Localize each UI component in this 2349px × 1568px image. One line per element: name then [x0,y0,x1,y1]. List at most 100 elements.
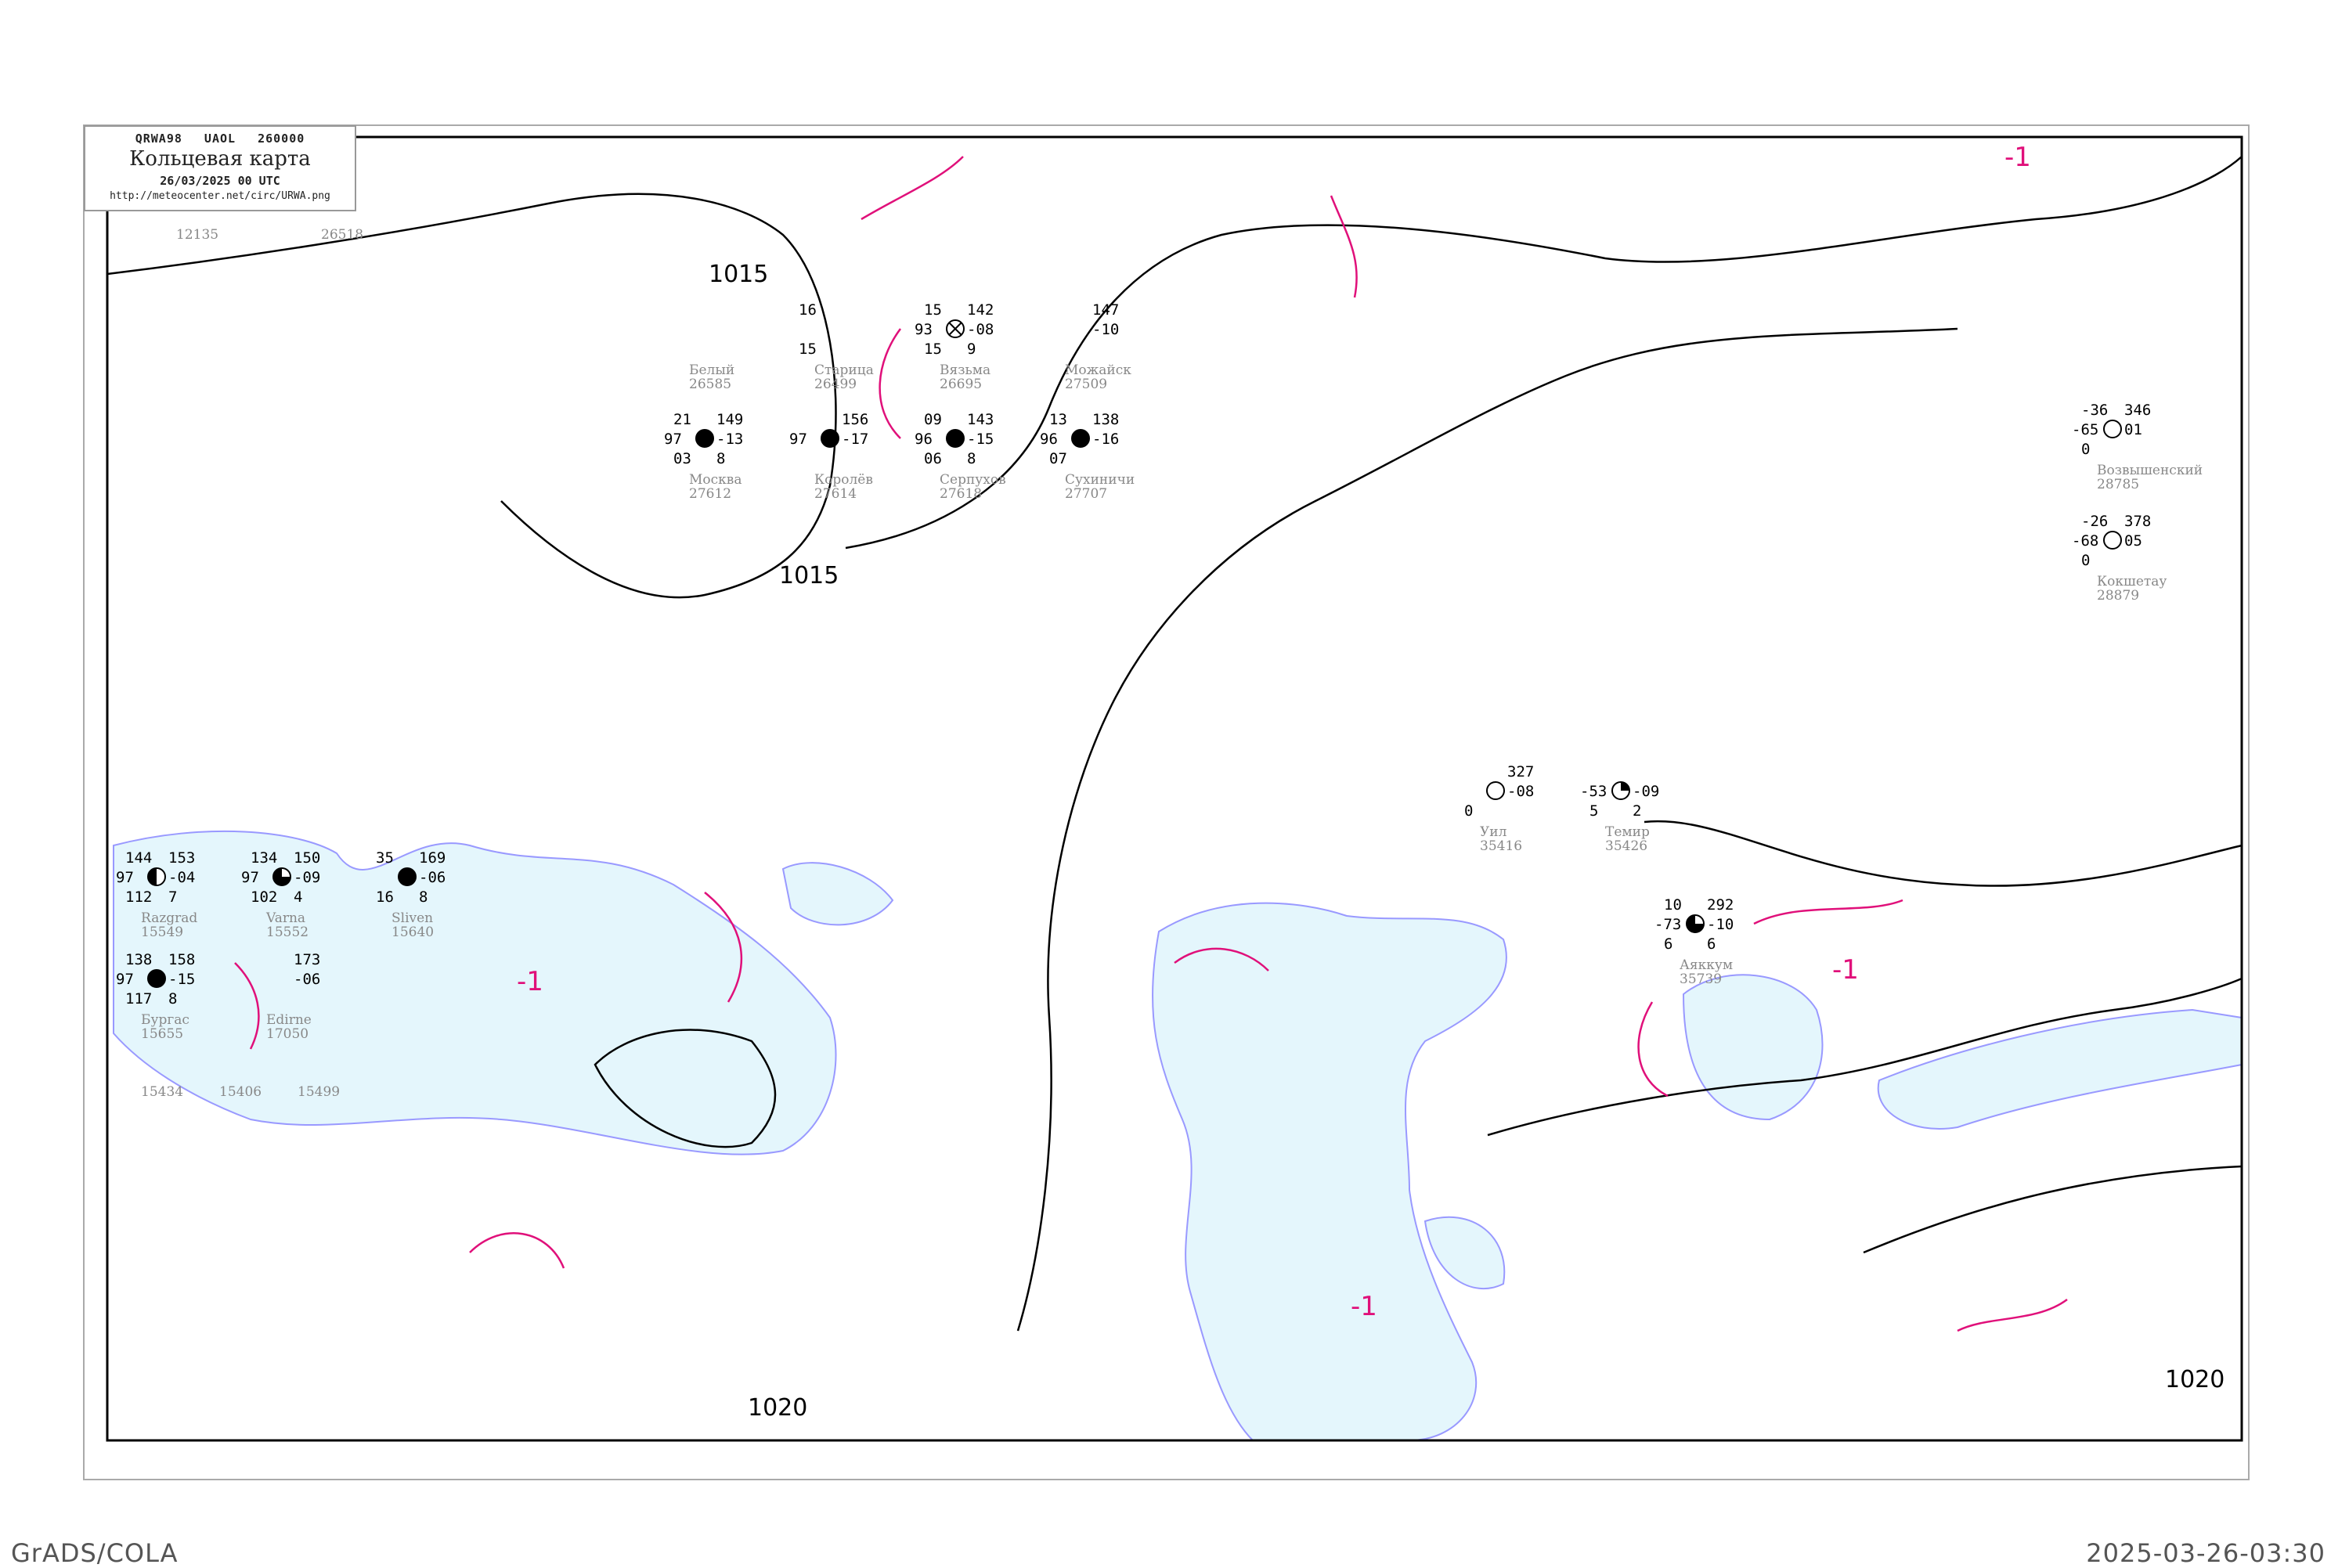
isallobar-line [469,1232,565,1269]
cloud-cover-icon [2103,531,2122,550]
station-pressure-tendency: -08 [1507,783,1534,800]
isallobar-line [1330,195,1358,298]
footer-grads: GrADS/COLA [11,1538,179,1568]
station-id: 27614 [814,486,857,502]
station-id: 26585 [689,377,731,392]
black-sea [113,830,837,1155]
three-quarter-cover-icon [273,868,290,885]
station-temperature: 134 [251,849,277,867]
half-cover-icon [148,868,157,885]
station-cloud-height: 8 [716,450,725,467]
station-name: Edirne [266,1012,312,1028]
station-dewpoint: 117 [125,990,152,1007]
station-temperature: -26 [2081,513,2108,530]
station-name: Varna [265,910,305,926]
isobar-line [1863,1165,2243,1254]
station-name: Старица [814,362,874,378]
station-dewpoint: 112 [125,889,152,906]
station-temperature: -36 [2081,402,2108,419]
three-quarter-cover-icon [1687,915,1704,932]
station-name: Возвышенский [2097,463,2203,478]
isobar-label: 1020 [2165,1366,2225,1393]
station-id: 15434 [141,1084,183,1100]
station-dewpoint: 15 [799,341,817,358]
station-visibility: 97 [664,431,682,448]
station-dewpoint: 5 [1589,802,1598,820]
obscured-icon [948,322,962,336]
station-pressure-tendency: -04 [168,869,195,886]
station-dewpoint: 0 [1464,802,1473,820]
station-pressure-tendency: -10 [1707,916,1734,933]
station-id: 28785 [2097,477,2139,492]
station-visibility: 93 [915,321,933,338]
station-pressure: 346 [2124,402,2151,419]
isobar-labels: 1015 1015 1020 1020 -1 -1 -1 -1 [517,142,2225,1422]
station-cloud-height: 7 [168,889,177,906]
station-dewpoint: 102 [251,889,277,906]
source-url[interactable]: http://meteocenter.net/circ/URWA.png [110,190,330,202]
station-id: 35426 [1605,838,1647,854]
isobar-line [845,156,2243,550]
station-pressure-tendency: -08 [967,321,994,338]
station-pressure: 292 [1707,896,1734,914]
station-name: Аяккум [1680,957,1733,973]
station-name: Бургас [141,1012,189,1028]
isallobar-line [1637,1001,1669,1098]
station-name: Сухиничи [1065,472,1135,488]
station-pressure: 173 [294,951,320,968]
isallobar-line [1957,1298,2068,1332]
station-id: 15549 [141,925,183,940]
isobar-line [1644,820,2243,887]
station-id: 35416 [1480,838,1522,854]
tendency-label: -1 [517,966,543,997]
station-pressure: 327 [1507,763,1534,780]
cloud-cover-icon [695,429,714,448]
isobar-label: 1020 [748,1394,807,1422]
station-pressure-tendency: -15 [967,431,994,448]
station-temperature: 21 [673,411,691,428]
station-pressure-tendency: -17 [842,431,868,448]
station-pressure-tendency: -16 [1092,431,1119,448]
map-frame [106,135,2243,1442]
station-pressure-tendency: -06 [419,869,446,886]
station-id: 26518 [321,227,363,243]
station-dewpoint: 15 [924,341,942,358]
cloud-cover-icon [147,969,166,988]
station-cloud-height: 9 [967,341,976,358]
station-id: 15655 [141,1026,183,1042]
isallobar-line [1174,947,1269,971]
station-cloud-height: 8 [168,990,177,1007]
isobar-line [106,193,837,599]
station-pressure: 143 [967,411,994,428]
map-title: Кольцевая карта [129,147,311,171]
isobars [106,156,2243,1332]
station-dewpoint: 0 [2081,441,2090,458]
isallobar-line [879,328,902,439]
outer-frame [83,124,2250,1480]
station-pressure: 169 [419,849,446,867]
station-temperature: 13 [1049,411,1067,428]
station-id: 26695 [940,377,982,392]
station-temperature: 138 [125,951,152,968]
isobar-line [1487,977,2243,1137]
station-pressure: 378 [2124,513,2151,530]
station-temperature: 15 [924,301,942,319]
azov-sea [781,862,894,926]
lake-balkhash [1877,1008,2243,1130]
station-name: Москва [689,472,742,488]
isobar-label: 1015 [779,562,839,589]
isallobar-line [1753,899,1903,925]
cloud-cover-icon [946,429,965,448]
station-pressure: 153 [168,849,195,867]
station-pressure: 149 [716,411,743,428]
station-name: Королёв [814,472,873,488]
station-visibility: -53 [1580,783,1607,800]
station-pressure-tendency: -06 [294,971,320,988]
